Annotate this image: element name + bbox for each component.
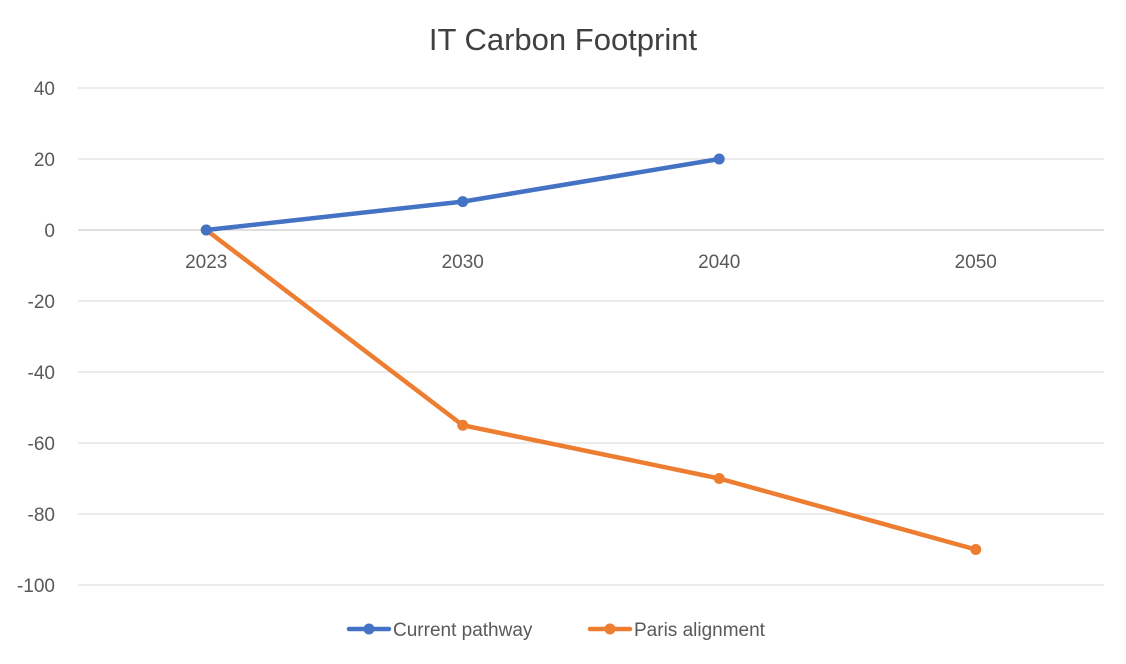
legend-marker-current-pathway xyxy=(363,623,375,635)
data-point-paris-alignment xyxy=(713,473,725,484)
y-axis-tick-labels: 40 20 0 -20 -40 -60 -80 -100 xyxy=(17,79,55,597)
y-tick-label: -40 xyxy=(28,363,55,384)
series-line-current-pathway xyxy=(204,156,722,233)
series-line-paris-alignment xyxy=(204,227,978,552)
data-point-paris-alignment xyxy=(457,419,469,431)
legend-label-paris-alignment: Paris alignment xyxy=(634,620,766,641)
y-tick-label: 40 xyxy=(34,79,55,100)
data-point-current-pathway xyxy=(457,196,469,208)
x-axis-tick-labels: 2023 2030 2040 2050 xyxy=(185,252,997,273)
x-tick-label: 2030 xyxy=(442,252,484,273)
y-tick-label: -100 xyxy=(17,576,55,597)
data-point-paris-alignment xyxy=(970,544,982,555)
y-tick-label: -60 xyxy=(28,434,55,455)
y-tick-label: 20 xyxy=(34,150,55,171)
x-tick-label: 2040 xyxy=(698,252,740,273)
x-tick-label: 2050 xyxy=(955,252,997,273)
series-lines xyxy=(200,153,982,555)
legend-marker-paris-alignment xyxy=(604,623,616,635)
data-point-current-pathway xyxy=(713,153,725,165)
y-tick-label: 0 xyxy=(44,221,55,242)
gridlines xyxy=(78,87,1104,586)
y-tick-label: -80 xyxy=(28,505,55,526)
x-tick-label: 2023 xyxy=(185,252,227,273)
legend-label-current-pathway: Current pathway xyxy=(393,620,533,641)
y-tick-label: -20 xyxy=(28,292,55,313)
chart-title: IT Carbon Footprint xyxy=(429,22,698,57)
data-point-current-pathway xyxy=(200,224,212,236)
legend: Current pathway Paris alignment xyxy=(346,620,766,641)
